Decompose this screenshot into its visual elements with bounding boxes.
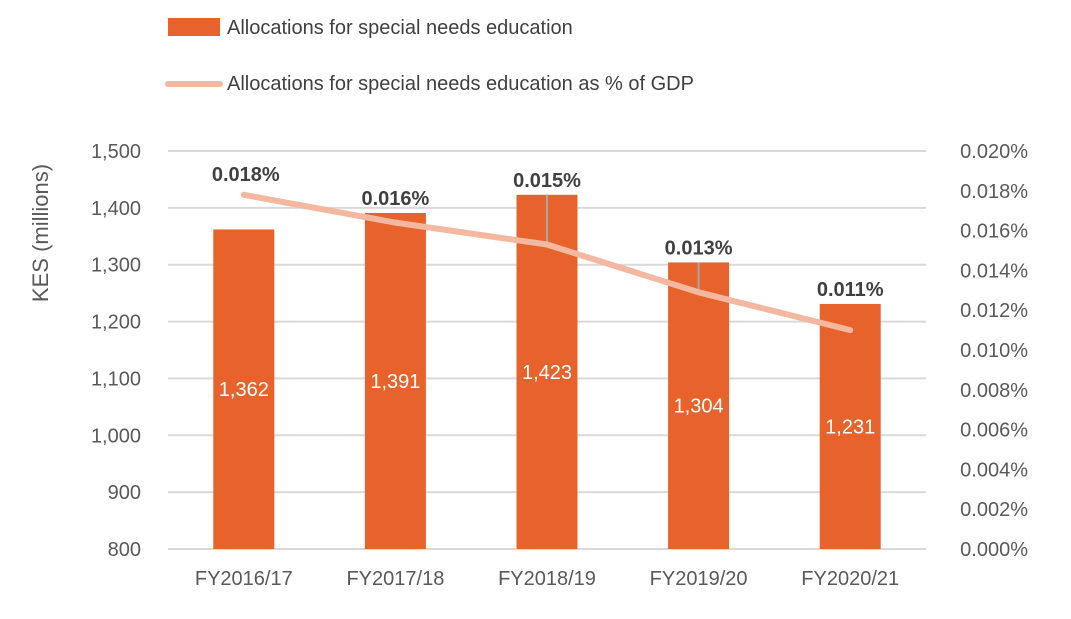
legend: Allocations for special needs education …	[165, 17, 694, 95]
y2-tick-label: 0.004%	[960, 459, 1028, 481]
bar	[668, 262, 730, 549]
x-tick-label: FY2020/21	[801, 568, 899, 590]
y-tick-label: 1,200	[91, 312, 141, 334]
label-leaders	[546, 194, 700, 293]
y-tick-label: 1,100	[91, 368, 141, 390]
y-tick-label: 1,400	[91, 198, 141, 220]
percent-value-label: 0.018%	[212, 164, 280, 186]
bars	[213, 194, 881, 549]
y-tick-label: 1,500	[91, 141, 141, 163]
legend-item-bar: Allocations for special needs education	[168, 17, 573, 39]
y2-tick-label: 0.020%	[960, 141, 1028, 163]
bar-value-label: 1,391	[370, 371, 420, 393]
x-tick-label: FY2017/18	[346, 568, 444, 590]
right-axis: 0.000% 0.002% 0.004% 0.006% 0.008% 0.010% 0.01…	[960, 141, 1028, 561]
line-path	[240, 191, 854, 334]
legend-line-label: Allocations for special needs education …	[227, 73, 694, 95]
percent-value-label: 0.013%	[665, 237, 733, 259]
y2-tick-label: 0.006%	[960, 420, 1028, 442]
x-tick-label: FY2018/19	[498, 568, 596, 590]
bar-value-label: 1,304	[674, 396, 724, 418]
y2-tick-label: 0.000%	[960, 539, 1028, 561]
y-tick-label: 800	[108, 539, 141, 561]
line-series	[240, 191, 854, 334]
y-tick-label: 900	[108, 482, 141, 504]
y2-tick-label: 0.008%	[960, 380, 1028, 402]
y-axis-title: KES (millions)	[28, 164, 53, 302]
percent-value-label: 0.011%	[817, 279, 884, 301]
y-tick-label: 1,300	[91, 255, 141, 277]
x-tick-label: FY2016/17	[195, 568, 293, 590]
bar	[364, 212, 426, 549]
y2-tick-label: 0.016%	[960, 221, 1028, 243]
legend-item-line: Allocations for special needs education …	[165, 73, 694, 95]
bar	[819, 303, 881, 549]
legend-bar-label: Allocations for special needs education	[227, 17, 573, 39]
percent-value-label: 0.016%	[361, 188, 429, 210]
legend-bar-swatch	[168, 18, 220, 36]
y2-tick-label: 0.002%	[960, 499, 1028, 521]
x-tick-label: FY2019/20	[650, 568, 748, 590]
x-axis: FY2016/17 FY2017/18 FY2018/19 FY2019/20 FY20…	[195, 568, 899, 590]
percent-value-label: 0.015%	[513, 170, 581, 192]
y2-tick-label: 0.018%	[960, 181, 1028, 203]
y2-tick-label: 0.012%	[960, 300, 1028, 322]
y2-tick-label: 0.010%	[960, 340, 1028, 362]
percent-labels: 0.018% 0.016% 0.015% 0.013% 0.011%	[212, 164, 884, 301]
y-tick-label: 1,000	[91, 425, 141, 447]
y2-tick-label: 0.014%	[960, 260, 1028, 282]
bar-value-label: 1,423	[522, 362, 572, 384]
bar-value-label: 1,362	[219, 379, 269, 401]
bar-value-label: 1,231	[825, 416, 875, 438]
left-axis: 800 900 1,000 1,100 1,200 1,300 1,400 1,500	[91, 141, 141, 561]
bar	[213, 229, 275, 549]
bar-labels: 1,362 1,391 1,423 1,304 1,231	[219, 362, 875, 439]
